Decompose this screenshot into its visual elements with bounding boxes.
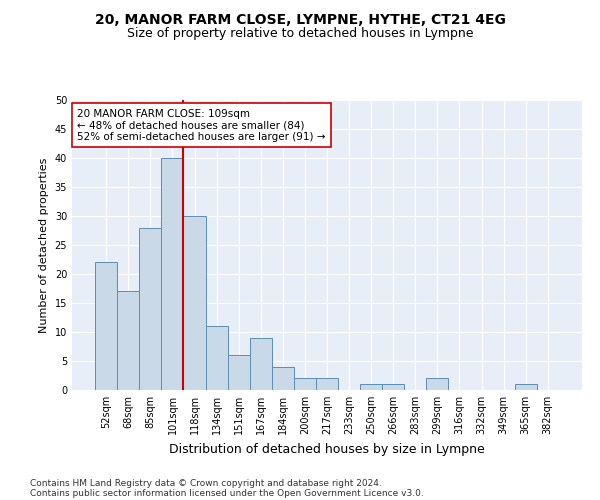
Text: 20 MANOR FARM CLOSE: 109sqm
← 48% of detached houses are smaller (84)
52% of sem: 20 MANOR FARM CLOSE: 109sqm ← 48% of det… bbox=[77, 108, 326, 142]
Bar bbox=[427, 378, 448, 390]
Text: Size of property relative to detached houses in Lympne: Size of property relative to detached ho… bbox=[127, 28, 473, 40]
Y-axis label: Number of detached properties: Number of detached properties bbox=[39, 158, 49, 332]
Bar bbox=[360, 384, 382, 390]
Text: Contains public sector information licensed under the Open Government Licence v3: Contains public sector information licen… bbox=[30, 488, 424, 498]
Text: 20, MANOR FARM CLOSE, LYMPNE, HYTHE, CT21 4EG: 20, MANOR FARM CLOSE, LYMPNE, HYTHE, CT2… bbox=[95, 12, 505, 26]
Bar bbox=[272, 367, 294, 390]
Text: Contains HM Land Registry data © Crown copyright and database right 2024.: Contains HM Land Registry data © Crown c… bbox=[30, 478, 382, 488]
Bar bbox=[515, 384, 537, 390]
Bar bbox=[161, 158, 184, 390]
Bar bbox=[206, 326, 227, 390]
Bar bbox=[316, 378, 338, 390]
Bar bbox=[382, 384, 404, 390]
Bar bbox=[95, 262, 117, 390]
Bar bbox=[227, 355, 250, 390]
Bar bbox=[294, 378, 316, 390]
Bar bbox=[139, 228, 161, 390]
Bar bbox=[184, 216, 206, 390]
X-axis label: Distribution of detached houses by size in Lympne: Distribution of detached houses by size … bbox=[169, 442, 485, 456]
Bar bbox=[117, 292, 139, 390]
Bar bbox=[250, 338, 272, 390]
